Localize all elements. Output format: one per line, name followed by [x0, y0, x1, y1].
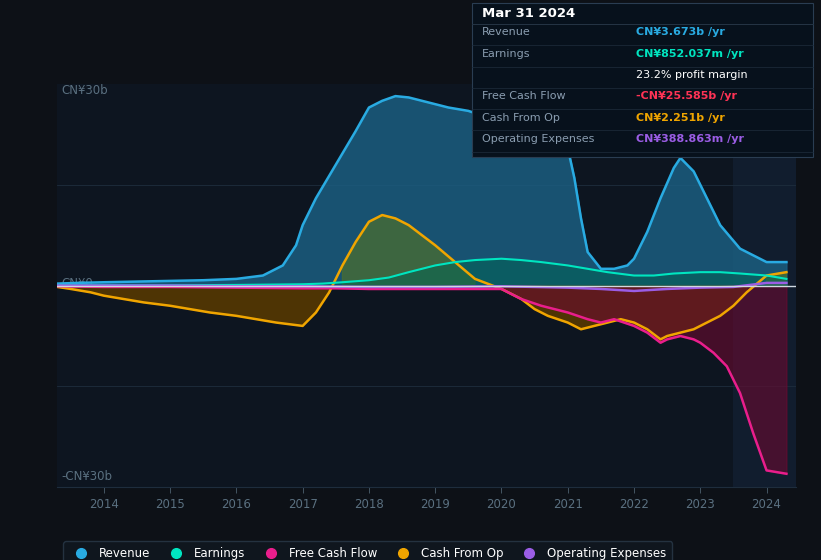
Text: CN¥388.863m /yr: CN¥388.863m /yr [636, 134, 745, 144]
Text: Earnings: Earnings [482, 49, 530, 59]
Text: Revenue: Revenue [482, 27, 530, 38]
Text: Mar 31 2024: Mar 31 2024 [482, 7, 576, 20]
Text: -CN¥30b: -CN¥30b [62, 470, 112, 483]
Bar [733, 84, 796, 487]
Text: -CN¥25.585b /yr: -CN¥25.585b /yr [636, 91, 737, 101]
Text: CN¥852.037m /yr: CN¥852.037m /yr [636, 49, 744, 59]
Text: Cash From Op: Cash From Op [482, 113, 560, 123]
Text: Free Cash Flow: Free Cash Flow [482, 91, 566, 101]
Text: CN¥30b: CN¥30b [62, 84, 108, 97]
Text: 23.2% profit margin: 23.2% profit margin [636, 70, 748, 80]
Text: CN¥2.251b /yr: CN¥2.251b /yr [636, 113, 725, 123]
Text: CN¥3.673b /yr: CN¥3.673b /yr [636, 27, 725, 38]
Text: CN¥0: CN¥0 [62, 277, 93, 290]
Text: Operating Expenses: Operating Expenses [482, 134, 594, 144]
Legend: Revenue, Earnings, Free Cash Flow, Cash From Op, Operating Expenses: Revenue, Earnings, Free Cash Flow, Cash … [63, 541, 672, 560]
